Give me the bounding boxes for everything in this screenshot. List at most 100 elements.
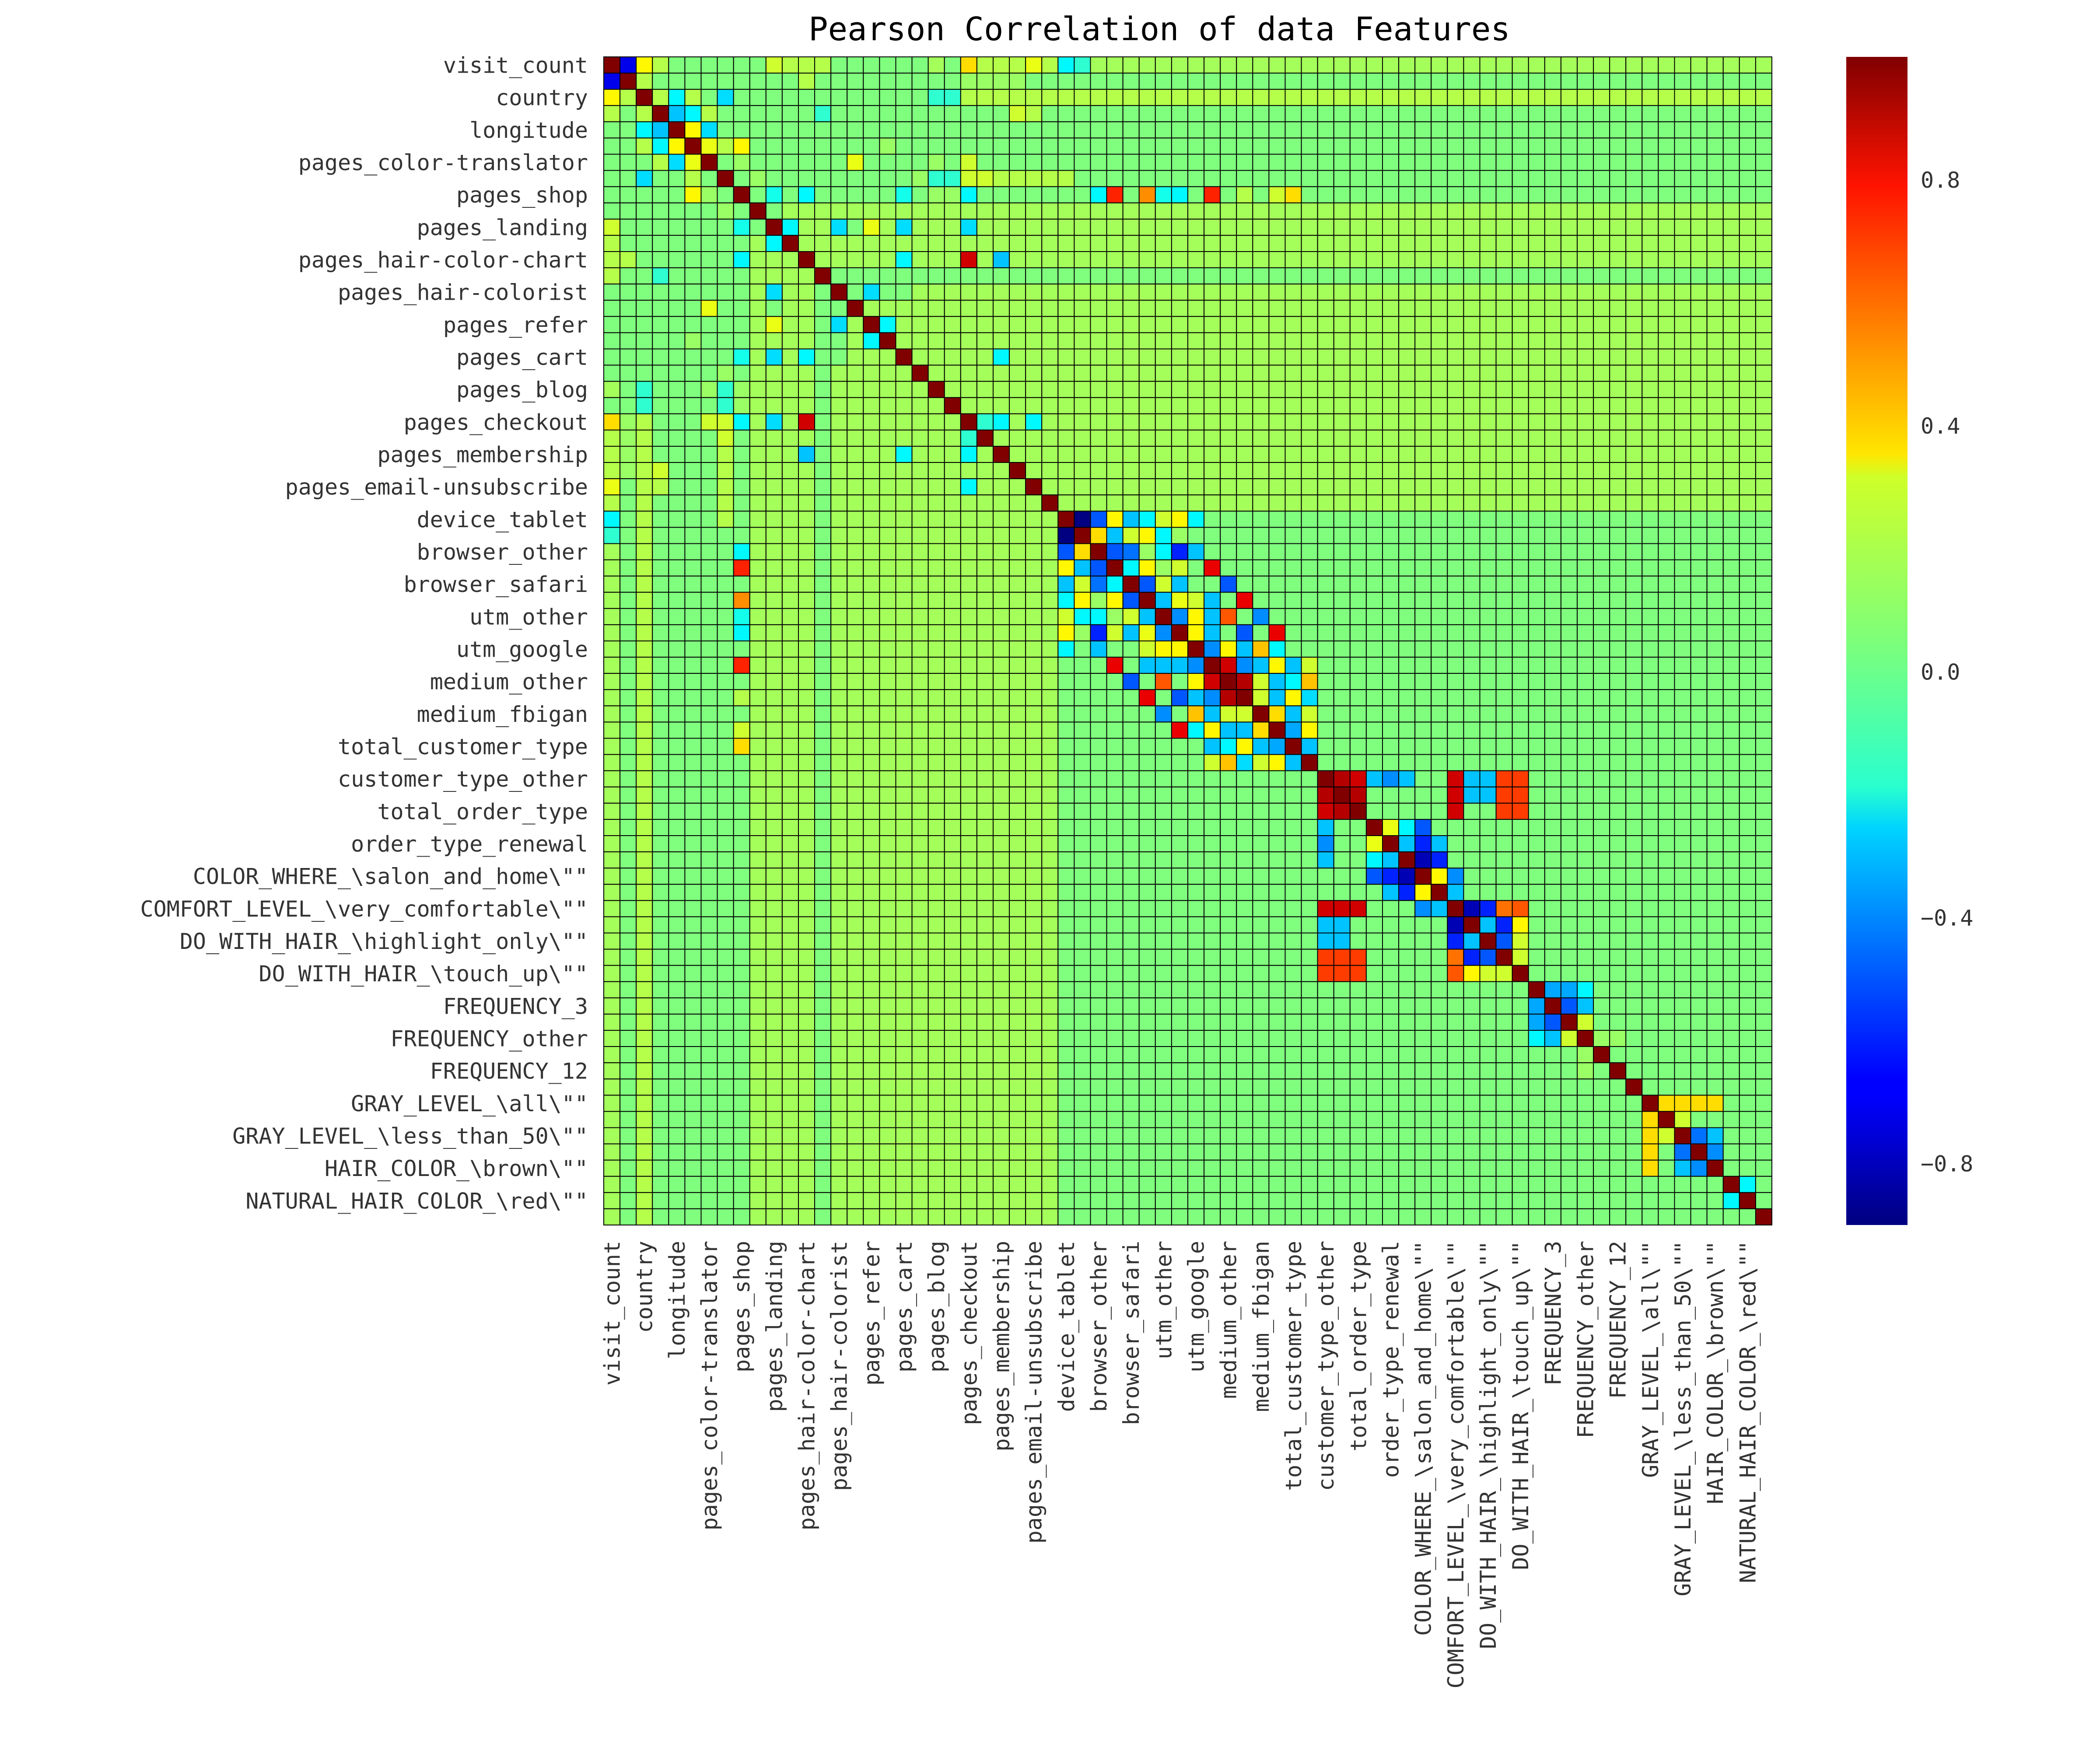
heatmap-cell bbox=[993, 170, 1010, 187]
heatmap-cell bbox=[1739, 446, 1756, 463]
heatmap-cell bbox=[1365, 73, 1383, 90]
heatmap-cell bbox=[636, 202, 653, 220]
heatmap-cell bbox=[1041, 154, 1059, 171]
heatmap-cell bbox=[1041, 1062, 1059, 1080]
heatmap-cell bbox=[1122, 851, 1140, 869]
heatmap-cell bbox=[1642, 348, 1659, 366]
heatmap-cell bbox=[1447, 1159, 1464, 1177]
heatmap-cell bbox=[1333, 381, 1351, 398]
heatmap-cell bbox=[1284, 1013, 1302, 1031]
heatmap-cell bbox=[1398, 332, 1416, 350]
heatmap-cell bbox=[911, 397, 929, 414]
heatmap-cell bbox=[847, 1127, 864, 1144]
heatmap-cell bbox=[1512, 1013, 1529, 1031]
heatmap-cell bbox=[1447, 738, 1464, 755]
heatmap-cell bbox=[1301, 738, 1318, 755]
heatmap-cell bbox=[1009, 721, 1026, 739]
heatmap-cell bbox=[1414, 381, 1432, 398]
heatmap-cell bbox=[830, 916, 848, 934]
heatmap-cell bbox=[603, 251, 621, 269]
heatmap-cell bbox=[944, 332, 961, 350]
heatmap-cell bbox=[1220, 948, 1237, 966]
heatmap-cell bbox=[830, 1127, 848, 1144]
heatmap-cell bbox=[1268, 316, 1286, 333]
heatmap-cell bbox=[847, 932, 864, 950]
heatmap-cell bbox=[717, 73, 734, 90]
heatmap-cell bbox=[895, 981, 913, 998]
heatmap-cell bbox=[1739, 1030, 1756, 1047]
heatmap-cell bbox=[1333, 592, 1351, 609]
heatmap-cell bbox=[847, 413, 864, 430]
heatmap-cell bbox=[1204, 316, 1221, 333]
heatmap-cell bbox=[749, 1111, 766, 1128]
heatmap-cell bbox=[1512, 413, 1529, 430]
heatmap-cell bbox=[668, 948, 686, 966]
heatmap-cell bbox=[830, 754, 848, 771]
heatmap-cell bbox=[1690, 1127, 1708, 1144]
heatmap-cell bbox=[1187, 429, 1205, 447]
heatmap-cell bbox=[1074, 316, 1091, 333]
heatmap-cell bbox=[700, 754, 718, 771]
heatmap-cell bbox=[1268, 364, 1286, 382]
heatmap-cell bbox=[1560, 234, 1578, 252]
heatmap-cell bbox=[1755, 705, 1772, 723]
heatmap-cell bbox=[863, 559, 880, 577]
heatmap-cell bbox=[1333, 284, 1351, 301]
heatmap-cell bbox=[1317, 608, 1334, 625]
heatmap-cell bbox=[1593, 705, 1610, 723]
heatmap-cell bbox=[1057, 121, 1075, 139]
heatmap-cell bbox=[911, 1176, 929, 1193]
heatmap-cell bbox=[668, 559, 686, 577]
heatmap-cell bbox=[1236, 218, 1253, 236]
heatmap-cell bbox=[1414, 1143, 1432, 1161]
heatmap-cell bbox=[733, 543, 750, 560]
heatmap-cell bbox=[928, 965, 945, 982]
heatmap-cell bbox=[620, 446, 637, 463]
heatmap-cell bbox=[1593, 689, 1610, 707]
heatmap-cell bbox=[1560, 218, 1578, 236]
heatmap-cell bbox=[700, 137, 718, 155]
heatmap-cell bbox=[1301, 511, 1318, 528]
heatmap-cell bbox=[1155, 1095, 1172, 1112]
heatmap-cell bbox=[879, 575, 896, 593]
heatmap-cell bbox=[1333, 105, 1351, 122]
heatmap-cell bbox=[781, 575, 799, 593]
heatmap-cell bbox=[1674, 381, 1691, 398]
heatmap-cell bbox=[1609, 884, 1627, 901]
heatmap-cell bbox=[830, 300, 848, 317]
heatmap-cell bbox=[1593, 786, 1610, 804]
heatmap-cell bbox=[1171, 202, 1188, 220]
heatmap-cell bbox=[1479, 511, 1497, 528]
heatmap-cell bbox=[798, 932, 816, 950]
heatmap-cell bbox=[1414, 121, 1432, 139]
heatmap-cell bbox=[1414, 316, 1432, 333]
heatmap-cell bbox=[1755, 316, 1772, 333]
heatmap-cell bbox=[911, 494, 929, 512]
heatmap-cell bbox=[668, 364, 686, 382]
heatmap-cell bbox=[1398, 137, 1416, 155]
heatmap-cell bbox=[1106, 413, 1124, 430]
heatmap-cell bbox=[1155, 884, 1172, 901]
heatmap-cell bbox=[781, 559, 799, 577]
heatmap-cell bbox=[1025, 721, 1043, 739]
heatmap-cell bbox=[1155, 137, 1172, 155]
heatmap-cell bbox=[1025, 348, 1043, 366]
heatmap-cell bbox=[944, 348, 961, 366]
heatmap-cell bbox=[847, 608, 864, 625]
heatmap-cell bbox=[765, 316, 783, 333]
heatmap-cell bbox=[1593, 364, 1610, 382]
heatmap-cell bbox=[1625, 721, 1643, 739]
heatmap-cell bbox=[928, 1127, 945, 1144]
heatmap-cell bbox=[1025, 689, 1043, 707]
heatmap-cell bbox=[1074, 137, 1091, 155]
heatmap-cell bbox=[1284, 462, 1302, 480]
heatmap-cell bbox=[911, 981, 929, 998]
heatmap-cell bbox=[944, 186, 961, 203]
heatmap-cell bbox=[1479, 738, 1497, 755]
heatmap-cell bbox=[717, 835, 734, 853]
heatmap-cell bbox=[944, 835, 961, 853]
heatmap-cell bbox=[895, 997, 913, 1015]
heatmap-cell bbox=[1739, 673, 1756, 690]
heatmap-cell bbox=[847, 721, 864, 739]
heatmap-cell bbox=[603, 932, 621, 950]
